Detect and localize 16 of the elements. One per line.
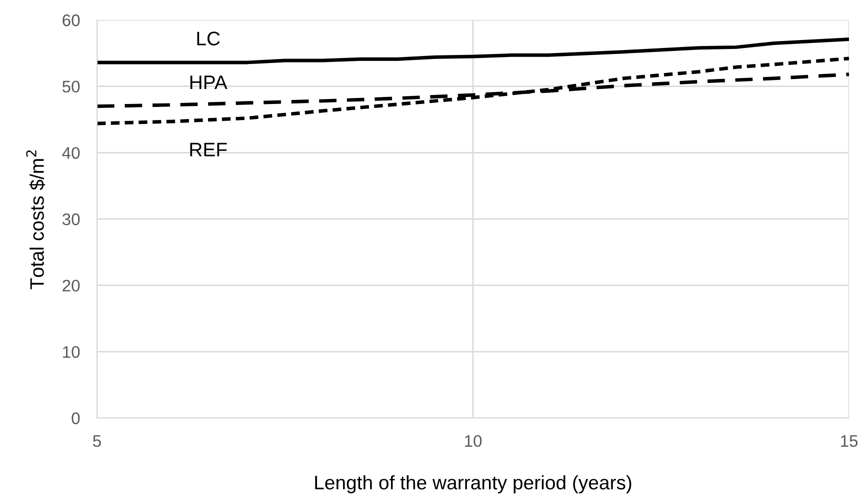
y-axis-title: Total costs $/m$^{2}$	[26, 150, 46, 290]
line-series	[97, 56, 849, 126]
series-label: HPA	[190, 76, 228, 90]
series-label: LC	[197, 32, 220, 46]
y-tick-label: 10	[63, 346, 80, 358]
y-tick-label: 30	[62, 213, 80, 226]
y-tick-label: 50	[62, 80, 80, 93]
y-tick-label: 40	[62, 147, 80, 159]
series-label: REF	[190, 142, 227, 156]
y-tick-label: 60	[62, 14, 80, 26]
y-tick-label: 0	[72, 412, 80, 424]
y-tick-label: 20	[62, 280, 80, 292]
x-tick-label: 10	[465, 435, 482, 447]
x-tick-label: 15	[841, 435, 858, 447]
x-tick-label: 5	[93, 435, 101, 447]
x-axis-title: Length of the warranty period (years)	[315, 475, 632, 494]
